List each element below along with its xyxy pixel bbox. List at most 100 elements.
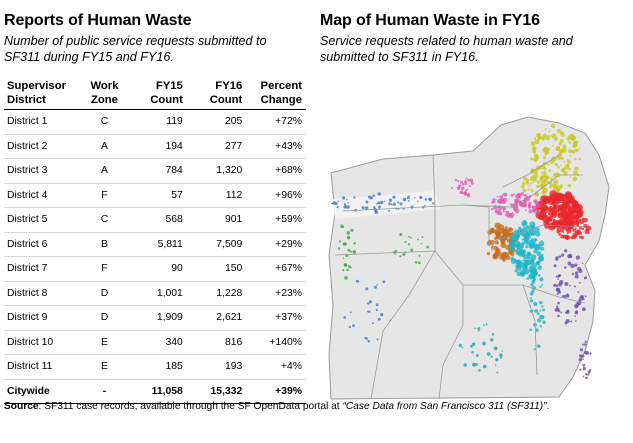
district-cell: District 4: [4, 183, 81, 208]
city-outline: [328, 116, 610, 400]
request-dot: [571, 272, 575, 276]
request-dot: [568, 195, 575, 202]
request-dot: [540, 240, 543, 242]
source-link[interactable]: “Case Data from San Francisco 311 (SF311…: [342, 401, 547, 412]
request-dot: [537, 255, 545, 262]
request-dot: [499, 195, 504, 200]
request-dot: [368, 300, 372, 304]
table-row: District 5 C 568 901 +59%: [4, 207, 306, 233]
request-dot: [574, 315, 576, 317]
request-dot: [336, 206, 339, 209]
request-dot: [536, 261, 541, 265]
request-dot: [505, 245, 510, 250]
request-dot: [524, 259, 527, 262]
request-dot: [561, 167, 566, 172]
request-dot: [585, 373, 588, 376]
request-dot: [508, 227, 511, 231]
request-dot: [541, 200, 547, 206]
request-dot: [531, 279, 536, 284]
request-dot: [533, 153, 538, 158]
table-row: District 7 F 90 150 +67%: [4, 256, 306, 282]
request-dot: [521, 184, 525, 189]
request-dot: [518, 193, 522, 197]
header-district: Supervisor District: [4, 80, 81, 110]
request-dot: [502, 255, 507, 260]
request-dot: [346, 235, 351, 240]
request-dot: [538, 274, 541, 277]
source-end: .: [546, 401, 550, 412]
district-cell: District 5: [4, 207, 81, 233]
source-label: Source: [4, 401, 39, 412]
request-dot: [541, 283, 544, 286]
request-dot: [420, 242, 423, 245]
request-dot: [367, 339, 371, 343]
fy16-cell: 205: [184, 109, 245, 135]
district-boundary: [522, 284, 538, 376]
request-dot: [522, 188, 527, 193]
request-dot: [557, 309, 561, 313]
request-dot: [529, 221, 536, 228]
table-subtitle: Number of public service requests submit…: [4, 34, 267, 64]
request-dot: [584, 229, 590, 235]
request-dot: [585, 350, 590, 355]
request-dot: [503, 193, 505, 196]
request-dot: [528, 240, 534, 246]
request-dot: [528, 184, 531, 187]
request-dot: [533, 249, 538, 254]
request-dot: [493, 205, 498, 210]
request-dot: [581, 307, 586, 312]
request-dot: [353, 196, 356, 199]
request-dot: [562, 217, 566, 220]
request-dot: [388, 198, 393, 202]
request-dot: [579, 368, 582, 371]
request-dot: [566, 228, 572, 234]
request-dot: [392, 202, 396, 207]
zone-cell: E: [80, 330, 129, 355]
request-dot: [347, 248, 351, 252]
district-boundary: [558, 296, 586, 304]
request-dot: [564, 249, 568, 253]
request-dot: [518, 226, 522, 230]
district-boundary: [510, 174, 583, 208]
request-dot: [556, 128, 561, 134]
request-dot: [525, 245, 529, 249]
request-dot: [470, 344, 473, 348]
request-dot: [490, 246, 493, 250]
request-dot: [553, 179, 559, 185]
request-dot: [539, 277, 544, 282]
map-section: Map of Human Waste in FY16 Service reque…: [320, 12, 628, 65]
change-cell: +96%: [244, 183, 306, 208]
request-dot: [542, 170, 547, 176]
table-title: Reports of Human Waste: [4, 12, 192, 29]
request-dot: [372, 194, 375, 197]
fy15-cell: 194: [128, 134, 185, 159]
fy16-cell: 193: [184, 354, 245, 380]
request-dot: [418, 254, 421, 257]
request-dot: [530, 141, 536, 147]
request-dot: [565, 310, 570, 314]
request-dot: [557, 278, 559, 281]
request-dot: [372, 322, 375, 325]
request-dot: [471, 342, 476, 347]
request-dot: [512, 213, 515, 216]
map-subtitle: Service requests related to human waste …: [320, 34, 573, 64]
request-dot: [581, 343, 585, 346]
request-dot: [549, 186, 552, 189]
fy16-cell: 112: [184, 183, 245, 208]
request-dot: [560, 311, 563, 314]
request-dot: [407, 242, 411, 246]
table-row: District 8 D 1,001 1,228 +23%: [4, 281, 306, 306]
request-dot: [577, 291, 580, 294]
fy15-cell: 568: [128, 207, 185, 233]
request-dot: [512, 193, 515, 196]
request-dot: [376, 338, 379, 341]
request-dot: [574, 310, 579, 315]
request-dot: [548, 169, 552, 172]
request-dot: [575, 302, 580, 307]
request-dot: [514, 234, 519, 240]
request-dot: [514, 204, 519, 209]
request-dot: [542, 187, 546, 191]
fy15-cell: 185: [128, 354, 185, 380]
request-dot: [529, 292, 534, 296]
request-dot: [342, 268, 345, 272]
